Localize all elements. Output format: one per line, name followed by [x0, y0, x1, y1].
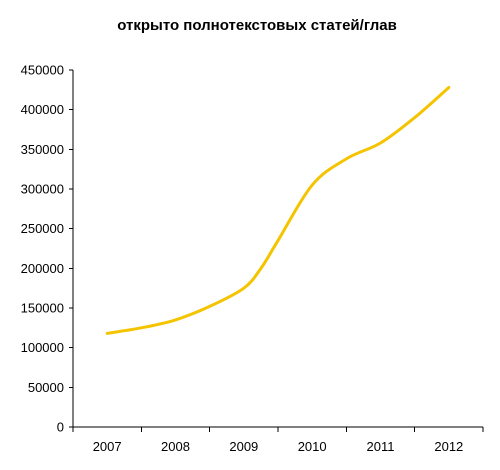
x-tick-label: 2007	[93, 439, 122, 454]
y-tick-label: 400000	[21, 102, 64, 117]
series-line-0	[105, 85, 451, 335]
x-tick-label: 2012	[434, 439, 463, 454]
y-tick-label: 300000	[21, 182, 64, 197]
x-tick-label: 2011	[367, 439, 395, 454]
y-tick-label: 50000	[28, 380, 64, 395]
chart-title: открыто полнотекстовых статей/глав	[117, 17, 397, 34]
y-tick-label: 350000	[21, 142, 64, 157]
plot-area: 0 50000 100000 150000 200000 250000 300000 3500…	[21, 63, 484, 454]
y-tick-label: 450000	[21, 63, 64, 78]
x-tick-label: 2009	[229, 439, 258, 454]
x-tick-label: 2008	[161, 439, 190, 454]
y-tick-label: 200000	[21, 261, 64, 276]
y-tick-label: 250000	[21, 221, 64, 236]
y-tick-label: 0	[57, 420, 64, 435]
x-tick-label: 2010	[298, 439, 327, 454]
y-tick-label: 100000	[21, 340, 64, 355]
y-tick-label: 150000	[21, 301, 64, 316]
